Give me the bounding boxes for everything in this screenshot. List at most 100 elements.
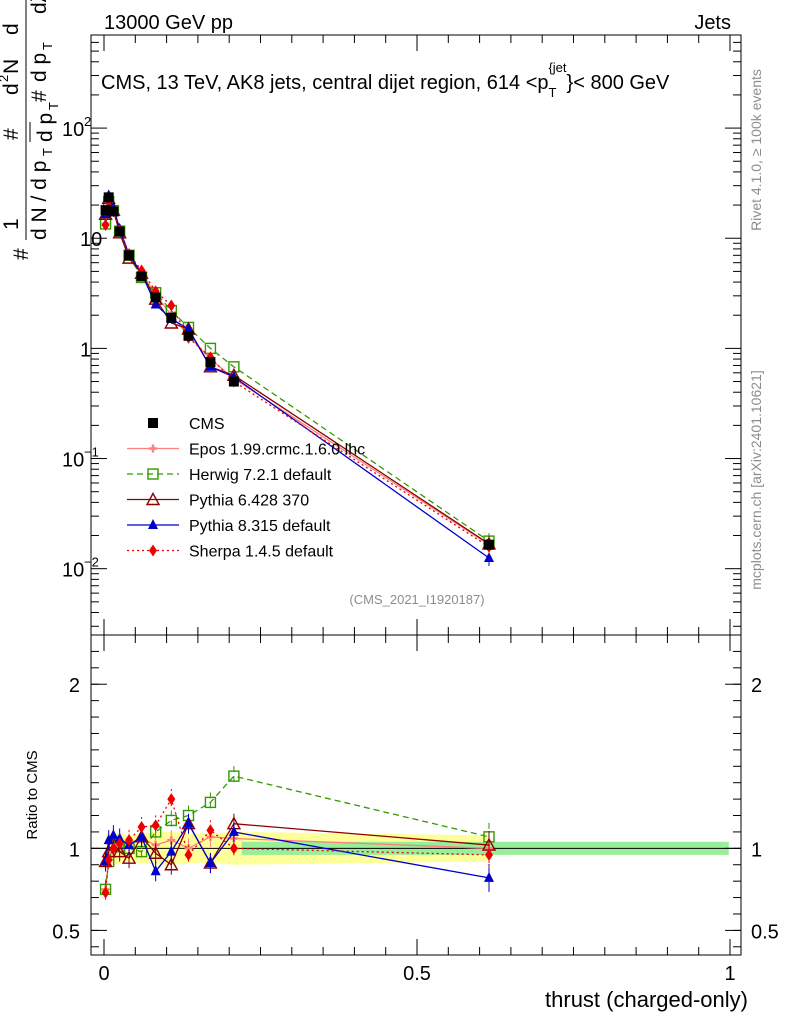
ratio-ylabel: Ratio to CMS (24, 750, 41, 839)
data-point (228, 376, 239, 387)
ratio-point-2 (148, 845, 163, 859)
ratio-point-4 (151, 819, 160, 832)
legend-marker (149, 544, 157, 557)
svg-text:dλ: dλ (28, 0, 51, 14)
ratio-point-1 (204, 796, 217, 809)
ratio-axes: 0 0.5 1 0.5 0.5 1 1 2 2 (52, 635, 779, 985)
svg-text:d N / d p: d N / d p (28, 161, 51, 240)
ratio-point-4 (115, 837, 124, 850)
series-line-1 (104, 199, 490, 542)
analysis-id: (CMS_2021_I1920187) (349, 592, 484, 607)
svg-text:#: # (0, 128, 23, 140)
data-point (150, 292, 161, 303)
legend: CMS Epos 1.99.crmc.1.6.0 lhc Herwig 7.2.1 … (127, 416, 365, 561)
ratio-point-3 (108, 829, 119, 840)
data-point (183, 330, 194, 341)
ratio-point-4 (125, 834, 134, 847)
series-point-4 (167, 299, 176, 312)
data-point (100, 205, 111, 216)
svg-text:1: 1 (0, 218, 23, 230)
svg-text:#: # (28, 90, 51, 102)
series-point-4 (101, 218, 110, 231)
data-point (108, 206, 119, 217)
ratio-xtick-label: 1 (724, 963, 735, 985)
svg-text:N: N (0, 59, 23, 74)
svg-text:d p: d p (34, 113, 57, 142)
ratio-point-4 (206, 824, 215, 837)
ratio-point-3 (183, 817, 194, 828)
data-point (114, 226, 125, 237)
title-prefix: CMS, 13 TeV, AK8 jets, central dijet reg… (101, 72, 549, 94)
series-point-3 (483, 552, 494, 563)
header-right: Jets (694, 12, 731, 34)
data-point (483, 539, 494, 550)
legend-label: CMS (189, 416, 225, 433)
legend-label: Pythia 8.315 default (189, 518, 331, 535)
ratio-point-1 (228, 770, 240, 782)
ratio-panel: 0 0.5 1 0.5 0.5 1 1 2 2 Ratio to CMS thrust (cha… (24, 634, 779, 1012)
ratio-ytick-label: 0.5 (52, 921, 80, 943)
rivet-label: Rivet 4.1.0, ≥ 100k events (748, 69, 764, 231)
ratio-point-2 (112, 844, 127, 858)
data-point (166, 312, 177, 323)
ratio-point-3 (228, 825, 239, 836)
series-point-3 (183, 322, 194, 333)
header-left: 13000 GeV pp (104, 12, 233, 34)
ratio-point-4 (109, 842, 118, 855)
ratio-point-4 (104, 853, 113, 866)
main-ylabel: # 1 d N / d p T # d p T d 2 N # d p T d … (0, 0, 61, 260)
data-point (124, 250, 135, 261)
legend-label: Herwig 7.2.1 default (189, 467, 332, 484)
ratio-frame (90, 634, 742, 956)
ratio-ytick-label-right: 2 (751, 675, 762, 697)
legend-marker (145, 492, 161, 506)
ratio-point-3 (136, 830, 147, 841)
svg-text:#: # (10, 248, 33, 260)
title-suffix: }< 800 GeV (567, 72, 671, 94)
main-ytick-exponent: 2 (84, 114, 91, 129)
ratio-point-3 (205, 857, 216, 868)
mcplots-label: mcplots.cern.ch [arXiv:2401.10621] (748, 370, 764, 589)
legend-label: Epos 1.99.crmc.1.6.0 lhc (189, 442, 365, 459)
svg-text:d p: d p (28, 53, 51, 82)
main-title: CMS, 13 TeV, AK8 jets, central dijet reg… (101, 60, 670, 100)
main-ytick-label: 10 (62, 119, 84, 141)
legend-marker (148, 418, 158, 428)
ratio-point-4 (101, 886, 110, 899)
ratio-point-2 (164, 857, 179, 871)
svg-text:d: d (0, 83, 23, 95)
legend-label: Sherpa 1.4.5 default (189, 544, 334, 561)
svg-text:T: T (40, 42, 55, 50)
ratio-point-4 (484, 848, 493, 861)
title-sub: T (549, 85, 557, 100)
data-point (205, 357, 216, 368)
main-ytick-label: 1 (80, 339, 91, 361)
ratio-point-2 (121, 850, 137, 864)
legend-marker (147, 468, 159, 480)
data-point (136, 271, 147, 282)
ratio-point-3 (150, 865, 161, 876)
ratio-point-1 (165, 814, 177, 827)
ratio-point-3 (166, 845, 177, 856)
ratio-ytick-label-right: 0.5 (751, 921, 779, 943)
ratio-marks (91, 766, 741, 903)
ratio-point-4 (137, 821, 146, 833)
main-marks (98, 189, 497, 567)
ratio-point-4 (167, 793, 176, 806)
ratio-point-3 (483, 871, 494, 882)
title-sup: {jet (548, 60, 566, 75)
data-point (103, 192, 114, 203)
ratio-xtick-label: 0 (98, 963, 109, 985)
legend-marker (148, 519, 158, 529)
svg-text:T: T (40, 148, 55, 156)
ratio-ytick-label-right: 1 (751, 839, 762, 861)
legend-label: Pythia 6.428 370 (189, 493, 309, 510)
series-point-3 (150, 298, 161, 309)
ratio-point-4 (184, 848, 193, 861)
main-ytick-label: 10 (62, 450, 84, 472)
svg-text:T: T (46, 102, 61, 110)
svg-text:d: d (0, 23, 23, 35)
